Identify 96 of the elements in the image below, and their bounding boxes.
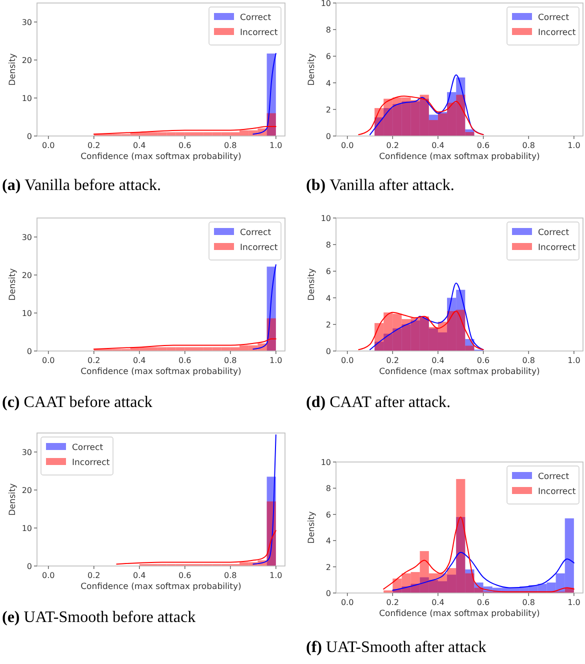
x-tick-label: 0.4 bbox=[432, 356, 444, 365]
text: (e) UAT-Smooth before attack bbox=[2, 609, 196, 626]
y-tick-label: 10 bbox=[22, 309, 32, 318]
x-tick-label: 0.0 bbox=[42, 571, 55, 580]
x-axis-title: Confidence (max softmax probability) bbox=[80, 152, 242, 162]
legend-label: Correct bbox=[72, 443, 104, 453]
y-tick-label: 10 bbox=[320, 0, 331, 8]
x-tick-label: 0.4 bbox=[432, 141, 444, 150]
x-tick-label: 0.6 bbox=[178, 571, 192, 580]
y-tick-label: 20 bbox=[22, 56, 32, 65]
y-tick-label: 0 bbox=[326, 589, 331, 598]
x-axis-title: Confidence (max softmax probability) bbox=[80, 582, 242, 592]
x-tick-label: 0.6 bbox=[476, 598, 490, 607]
x-tick-label: 0.0 bbox=[340, 356, 354, 365]
x-tick-label: 0.8 bbox=[522, 141, 535, 150]
text: (a) Vanilla before attack. bbox=[2, 177, 162, 194]
y-tick-label: 8 bbox=[326, 484, 331, 494]
x-tick-label: 1.0 bbox=[270, 356, 282, 365]
y-tick-label: 10 bbox=[22, 94, 32, 103]
y-tick-label: 8 bbox=[326, 240, 331, 250]
y-axis-title: Density bbox=[8, 53, 18, 86]
y-tick-label: 0 bbox=[326, 347, 331, 356]
x-tick-label: 0.4 bbox=[133, 571, 146, 580]
y-tick-label: 2 bbox=[326, 562, 331, 572]
y-tick-label: 0 bbox=[326, 132, 331, 141]
x-tick-label: 0.8 bbox=[522, 356, 535, 365]
legend-label: Incorrect bbox=[538, 487, 576, 497]
x-tick-label: 0.0 bbox=[340, 141, 354, 150]
x-axis-title: Confidence (max softmax probability) bbox=[80, 367, 242, 377]
y-tick-label: 4 bbox=[326, 294, 331, 303]
text: (d) CAAT after attack. bbox=[306, 394, 451, 411]
y-tick-label: 10 bbox=[320, 458, 331, 467]
x-tick-label: 0.2 bbox=[88, 141, 100, 150]
y-axis-title: Density bbox=[8, 483, 18, 516]
x-tick-label: 1.0 bbox=[270, 141, 282, 150]
y-tick-label: 2 bbox=[326, 320, 331, 330]
y-tick-label: 30 bbox=[22, 18, 32, 27]
y-tick-label: 6 bbox=[326, 267, 331, 276]
x-tick-label: 0.0 bbox=[340, 598, 354, 607]
x-axis-title: Confidence (max softmax probability) bbox=[379, 152, 540, 162]
y-tick-label: 2 bbox=[326, 105, 331, 114]
x-tick-label: 1.0 bbox=[568, 141, 580, 150]
x-tick-label: 0.8 bbox=[522, 598, 535, 607]
x-tick-label: 0.6 bbox=[476, 356, 490, 365]
y-tick-label: 20 bbox=[22, 271, 32, 280]
y-axis-title: Density bbox=[307, 268, 317, 301]
x-tick-label: 0.8 bbox=[224, 356, 237, 365]
y-tick-label: 6 bbox=[326, 52, 331, 62]
x-tick-label: 0.8 bbox=[224, 571, 237, 580]
legend-label: Correct bbox=[538, 13, 570, 23]
y-tick-label: 30 bbox=[22, 448, 32, 457]
y-tick-label: 0 bbox=[26, 562, 32, 571]
legend-label: Correct bbox=[240, 13, 272, 23]
x-tick-label: 0.4 bbox=[133, 141, 146, 150]
x-tick-label: 0.4 bbox=[432, 598, 444, 607]
x-tick-label: 0.2 bbox=[386, 141, 400, 150]
legend-label: Incorrect bbox=[538, 243, 576, 253]
y-tick-label: 4 bbox=[326, 78, 331, 88]
legend-label: Correct bbox=[240, 228, 272, 238]
text: (c) CAAT before attack bbox=[2, 394, 152, 411]
x-tick-label: 0.2 bbox=[386, 356, 400, 365]
legend-label: Incorrect bbox=[72, 458, 110, 468]
y-tick-label: 10 bbox=[320, 214, 331, 223]
x-tick-label: 1.0 bbox=[568, 598, 580, 607]
x-tick-label: 0.2 bbox=[88, 571, 100, 580]
legend-label: Correct bbox=[538, 472, 570, 482]
y-tick-label: 4 bbox=[326, 536, 331, 546]
y-tick-label: 20 bbox=[22, 486, 32, 495]
x-tick-label: 1.0 bbox=[568, 356, 580, 365]
y-tick-label: 0 bbox=[26, 347, 32, 356]
x-tick-label: 0.2 bbox=[386, 598, 400, 607]
y-tick-label: 30 bbox=[22, 233, 32, 242]
x-tick-label: 0.2 bbox=[88, 356, 100, 365]
x-tick-label: 0.6 bbox=[178, 141, 192, 150]
legend-label: Incorrect bbox=[240, 243, 278, 253]
y-tick-label: 8 bbox=[326, 26, 331, 35]
x-axis-title: Confidence (max softmax probability) bbox=[379, 609, 540, 619]
text: (f) UAT-Smooth after attack bbox=[306, 639, 486, 656]
y-tick-label: 10 bbox=[22, 524, 32, 533]
y-axis-title: Density bbox=[307, 511, 317, 544]
x-tick-label: 1.0 bbox=[270, 571, 282, 580]
x-tick-label: 0.0 bbox=[42, 356, 55, 365]
y-tick-label: 0 bbox=[26, 132, 32, 141]
legend-label: Incorrect bbox=[240, 28, 278, 38]
y-axis-title: Density bbox=[8, 268, 18, 301]
x-axis-title: Confidence (max softmax probability) bbox=[379, 367, 540, 377]
legend-label: Incorrect bbox=[538, 28, 576, 38]
y-tick-label: 6 bbox=[326, 510, 331, 520]
x-tick-label: 0.0 bbox=[42, 141, 55, 150]
x-tick-label: 0.8 bbox=[224, 141, 237, 150]
x-tick-label: 0.6 bbox=[178, 356, 192, 365]
x-tick-label: 0.6 bbox=[476, 141, 490, 150]
legend-label: Correct bbox=[538, 228, 570, 238]
y-axis-title: Density bbox=[307, 53, 317, 86]
text: (b) Vanilla after attack. bbox=[306, 177, 454, 194]
x-tick-label: 0.4 bbox=[133, 356, 146, 365]
